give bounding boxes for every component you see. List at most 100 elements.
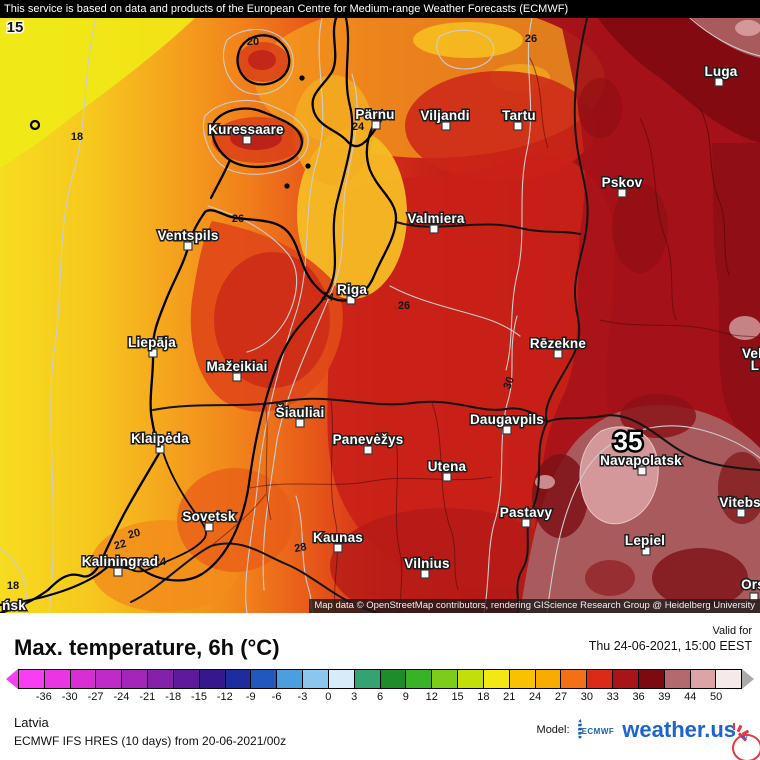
city-marker bbox=[513, 121, 523, 131]
city-label: Ventspils bbox=[157, 228, 218, 243]
city-marker bbox=[113, 567, 123, 577]
city-label: Ors bbox=[741, 577, 760, 592]
product-title: Max. temperature, 6h (°C) bbox=[14, 635, 280, 660]
valid-for-label: Valid for bbox=[712, 625, 752, 637]
city-label: Valmiera bbox=[407, 211, 464, 226]
colorbar-segment bbox=[535, 670, 562, 688]
colorbar-segment bbox=[328, 670, 355, 688]
city-marker bbox=[553, 349, 563, 359]
city-label: Klaipėda bbox=[131, 431, 189, 446]
city-marker bbox=[204, 522, 214, 532]
colorbar-tick-label: -18 bbox=[165, 691, 182, 703]
city-marker bbox=[346, 295, 356, 305]
map-attribution: Map data © OpenStreetMap contributors, r… bbox=[309, 599, 760, 613]
city-label: Šiauliai bbox=[276, 405, 325, 420]
footer-panel: Max. temperature, 6h (°C) Valid for Thu … bbox=[0, 613, 760, 760]
city-label: Panevėžys bbox=[333, 432, 404, 447]
city-marker bbox=[429, 224, 439, 234]
colorbar-tick-label: 44 bbox=[684, 691, 697, 703]
colorbar-segment bbox=[406, 670, 433, 688]
colorbar-tick-label: 39 bbox=[658, 691, 671, 703]
city-label: Viljandi bbox=[420, 108, 469, 123]
colorbar-segment bbox=[148, 670, 174, 688]
city-marker bbox=[363, 445, 373, 455]
model-label: Model: bbox=[536, 724, 570, 736]
city-label: Sovetsk bbox=[182, 509, 235, 524]
colorbar-tick-label: 24 bbox=[529, 691, 542, 703]
colorbar-body bbox=[18, 669, 742, 689]
city-marker bbox=[232, 372, 242, 382]
city-marker bbox=[155, 444, 165, 454]
city-label: L bbox=[751, 358, 759, 373]
colorbar-segment bbox=[225, 670, 252, 688]
ecmwf-logo: ECMWF bbox=[577, 719, 615, 740]
contour-label: 18 bbox=[71, 131, 83, 143]
colorbar-left-arrow bbox=[6, 669, 18, 689]
city-marker bbox=[502, 425, 512, 435]
contour-label: 20 bbox=[247, 36, 259, 48]
region-name: Latvia bbox=[14, 715, 49, 730]
contour-label: 28 bbox=[293, 541, 307, 555]
city-marker bbox=[637, 466, 647, 476]
colorbar-tick-label: -24 bbox=[113, 691, 130, 703]
city-marker bbox=[736, 508, 746, 518]
contour-label: 26 bbox=[398, 300, 410, 312]
city-label: Lepiel bbox=[625, 533, 665, 548]
city-label: Pärnu bbox=[355, 107, 394, 122]
colorbar-tick-label: 36 bbox=[632, 691, 645, 703]
colorbar-tick-label: 30 bbox=[580, 691, 593, 703]
ecmwf-logo-text: ECMWF bbox=[581, 727, 615, 736]
colorbar-tick-label: -12 bbox=[216, 691, 233, 703]
colorbar-segment bbox=[690, 670, 717, 688]
colorbar-tick-label: 15 bbox=[451, 691, 464, 703]
model-run-info: ECMWF IFS HRES (10 days) from 20-06-2021… bbox=[14, 734, 287, 748]
colorbar-segment bbox=[380, 670, 407, 688]
city-label: Utena bbox=[428, 459, 467, 474]
forecast-map[interactable]: 15 18 20 24 26 26 24 26 30 35 20 22 24 28 18 Kuressaar… bbox=[0, 18, 760, 613]
colorbar-tick-label: 21 bbox=[503, 691, 516, 703]
city-marker bbox=[371, 120, 381, 130]
contour-label: 22 bbox=[113, 538, 128, 553]
city-label: Kuressaare bbox=[208, 122, 284, 137]
city-label: Vilnius bbox=[404, 556, 449, 571]
colorbar-tick-label: -6 bbox=[271, 691, 282, 703]
brand-text: weather.us bbox=[622, 717, 736, 742]
weather-us-logo[interactable]: weather.us ™ bbox=[622, 717, 760, 760]
colorbar-segment bbox=[613, 670, 639, 688]
city-marker bbox=[183, 241, 193, 251]
isotherm-lines bbox=[0, 18, 760, 613]
brand-row: Model: ECMWF weather.us ™ bbox=[536, 717, 760, 760]
colorbar-tick-label: 27 bbox=[554, 691, 568, 703]
city-label: Kaliningrad bbox=[82, 554, 158, 569]
colorbar-tick-label: 50 bbox=[710, 691, 723, 703]
colorbar-tick-label: -21 bbox=[139, 691, 156, 703]
contour-label: 26 bbox=[525, 33, 537, 45]
city-marker bbox=[295, 418, 305, 428]
contour-label: 26 bbox=[232, 213, 244, 225]
colorbar-segment bbox=[354, 670, 381, 688]
colorbar-segment bbox=[70, 670, 97, 688]
colorbar-tick-label: 12 bbox=[425, 691, 438, 703]
temperature-field bbox=[0, 18, 760, 613]
city-marker bbox=[441, 121, 451, 131]
valid-time-block: Valid for Thu 24-06-2021, 15:00 EEST bbox=[589, 625, 752, 653]
city-label: Daugavpils bbox=[470, 412, 544, 427]
city-label: Liepāja bbox=[128, 335, 176, 350]
city-marker bbox=[333, 543, 343, 553]
contour-label: 15 bbox=[7, 19, 24, 36]
city-marker bbox=[148, 348, 158, 358]
city-label: Vel bbox=[742, 346, 760, 361]
colorbar-tick-label: -3 bbox=[297, 691, 308, 703]
contour-label: 35 bbox=[614, 426, 643, 456]
city-label: Vitebsk bbox=[719, 495, 760, 510]
contour-label: 24 bbox=[352, 121, 365, 133]
colorbar-tick-label: 0 bbox=[325, 691, 332, 703]
valid-time: Thu 24-06-2021, 15:00 EEST bbox=[588, 639, 752, 653]
colorbar-tick-label: -9 bbox=[245, 691, 256, 703]
colorbar-segment bbox=[303, 670, 329, 688]
city-label: Pskov bbox=[602, 175, 643, 190]
contour-label: 30 bbox=[501, 375, 516, 391]
contour-label: 24 bbox=[320, 290, 335, 304]
